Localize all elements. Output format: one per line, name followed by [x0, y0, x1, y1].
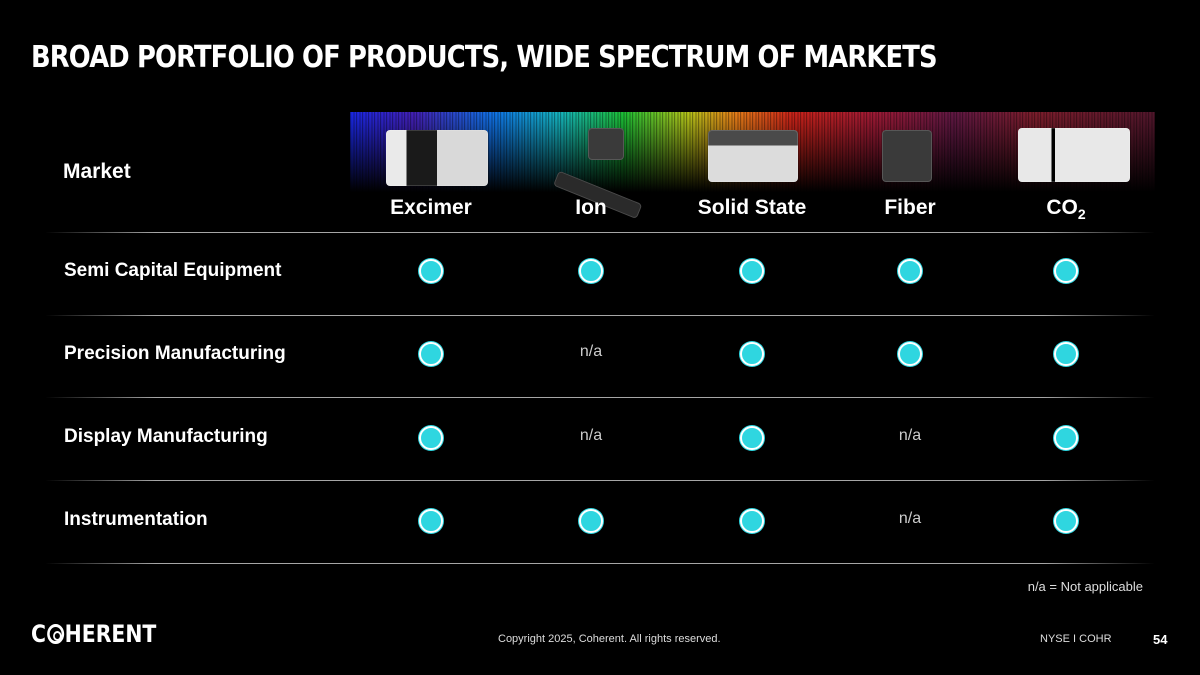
availability-dot-icon [419, 342, 443, 366]
market-header: Market [63, 160, 131, 183]
table-cell [351, 256, 511, 286]
row-label-instrumentation: Instrumentation [64, 509, 208, 530]
ion-laser-head-image [588, 128, 624, 160]
table-cell [672, 423, 832, 453]
table-cell: n/a [830, 423, 990, 453]
divider [45, 315, 1155, 316]
availability-dot-icon [740, 259, 764, 283]
table-cell [511, 256, 671, 286]
coherent-logo: C HERENT [31, 620, 156, 648]
table-cell [351, 506, 511, 536]
availability-dot-icon [1054, 509, 1078, 533]
table-cell [672, 506, 832, 536]
page-number: 54 [1153, 632, 1168, 647]
column-header-solid-state: Solid State [697, 196, 807, 219]
copyright-text: Copyright 2025, Coherent. All rights res… [498, 633, 721, 645]
table-cell [672, 256, 832, 286]
page-title: BROAD PORTFOLIO OF PRODUCTS, WIDE SPECTR… [31, 40, 938, 75]
not-applicable-label: n/a [579, 427, 603, 444]
table-cell [511, 506, 671, 536]
table-cell [672, 339, 832, 369]
table-cell: n/a [830, 506, 990, 536]
footnote: n/a = Not applicable [1027, 579, 1143, 594]
not-applicable-label: n/a [898, 510, 922, 527]
stock-ticker: NYSE I COHR [1040, 633, 1112, 645]
fiber-laser-image [882, 130, 932, 182]
row-label-semi-capital-equipment: Semi Capital Equipment [64, 260, 282, 281]
co2-subscript: 2 [1077, 206, 1086, 223]
table-cell [351, 423, 511, 453]
column-header-ion: Ion [575, 196, 607, 219]
not-applicable-label: n/a [898, 427, 922, 444]
co2-label: CO [1046, 196, 1078, 219]
column-header-co2: CO2 [986, 196, 1146, 222]
table-cell: n/a [511, 339, 671, 369]
not-applicable-label: n/a [579, 343, 603, 360]
table-cell [830, 256, 990, 286]
excimer-laser-image [386, 130, 488, 186]
availability-dot-icon [419, 259, 443, 283]
availability-dot-icon [1054, 426, 1078, 450]
availability-dot-icon [740, 342, 764, 366]
table-cell [351, 339, 511, 369]
table-cell [986, 256, 1146, 286]
divider [45, 397, 1155, 398]
column-header-fiber: Fiber [884, 196, 936, 219]
table-cell [986, 506, 1146, 536]
availability-dot-icon [740, 509, 764, 533]
row-label-precision-manufacturing: Precision Manufacturing [64, 343, 286, 364]
logo-o-icon [46, 624, 64, 644]
table-cell [830, 339, 990, 369]
table-cell: n/a [511, 423, 671, 453]
availability-dot-icon [740, 426, 764, 450]
table-cell [986, 339, 1146, 369]
solid-state-laser-image [708, 130, 798, 182]
availability-dot-icon [898, 259, 922, 283]
row-label-display-manufacturing: Display Manufacturing [64, 426, 268, 447]
availability-dot-icon [579, 509, 603, 533]
availability-dot-icon [898, 342, 922, 366]
availability-dot-icon [1054, 342, 1078, 366]
availability-dot-icon [1054, 259, 1078, 283]
divider [45, 480, 1155, 481]
logo-text-start: C [31, 620, 46, 648]
availability-dot-icon [419, 509, 443, 533]
divider [45, 563, 1155, 564]
column-header-excimer: Excimer [390, 196, 472, 219]
table-cell [986, 423, 1146, 453]
co2-laser-image [1018, 128, 1130, 182]
divider [45, 232, 1155, 233]
availability-dot-icon [579, 259, 603, 283]
logo-text-end: HERENT [64, 620, 157, 648]
availability-dot-icon [419, 426, 443, 450]
